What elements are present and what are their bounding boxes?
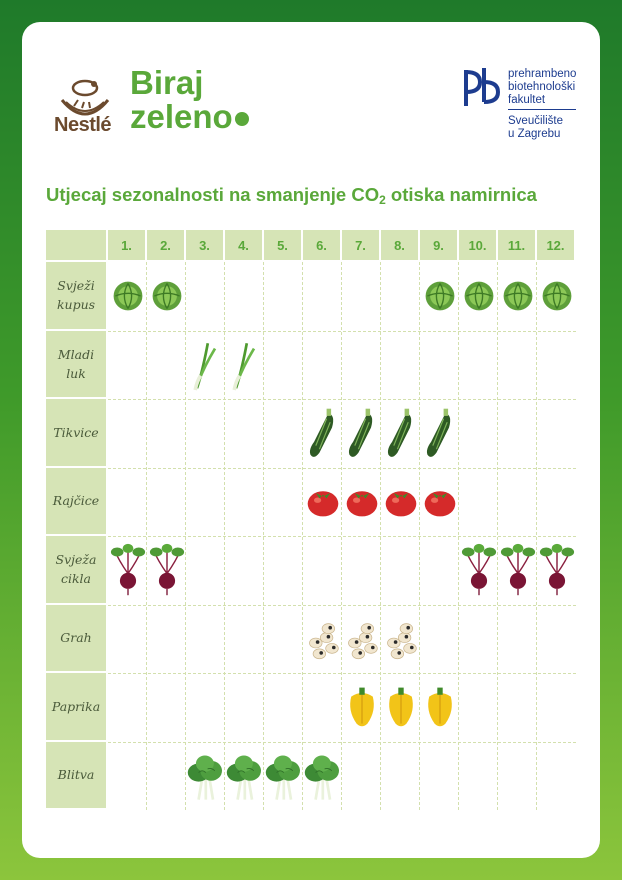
zucchini-icon <box>309 408 333 458</box>
grid-line <box>108 330 576 332</box>
beans-icon <box>347 623 378 660</box>
row-label-line: Mladi <box>57 346 95 362</box>
row-label: Blitva <box>46 741 106 808</box>
cabbage-icon <box>113 281 142 311</box>
beans-icon <box>308 623 339 660</box>
row-label: Mladi luk <box>46 330 106 397</box>
row-label-line: Paprika <box>51 698 101 714</box>
cabbage-icon <box>464 281 493 311</box>
cabbage-icon <box>503 281 532 311</box>
zucchini-icon <box>387 408 411 458</box>
poster-card: Nestlé Biraj zeleno prehrambeno biotehno… <box>22 22 600 858</box>
spring-onion-icon <box>231 342 255 391</box>
row-label: Paprika <box>46 673 106 740</box>
month-header: 11. <box>498 230 535 260</box>
beetroot-icon <box>149 544 184 596</box>
row-label-line: Svježa <box>55 552 97 568</box>
pepper-icon <box>388 687 413 727</box>
beetroot-icon <box>500 544 535 596</box>
row-label-text: Rajčice <box>53 491 99 510</box>
zucchini-icon <box>348 408 372 458</box>
month-header: 9. <box>420 230 457 260</box>
month-header: 2. <box>147 230 184 260</box>
tomato-icon <box>307 490 338 517</box>
cabbage-icon <box>152 281 181 311</box>
beetroot-icon <box>539 544 574 596</box>
row-label-line: Tikvice <box>53 424 99 440</box>
grid-line <box>108 536 576 537</box>
pbf-university-logo-icon <box>464 68 501 106</box>
month-header: 7. <box>342 230 379 260</box>
row-label: Svježa cikla <box>46 536 106 603</box>
row-label-line: Blitva <box>57 767 95 783</box>
grid-line <box>108 467 576 469</box>
month-header: 3. <box>186 230 223 260</box>
row-label-text: Mladi luk <box>58 345 94 383</box>
zucchini-icon <box>426 408 450 458</box>
month-header: 5. <box>264 230 301 260</box>
row-label-line: Rajčice <box>52 493 100 509</box>
month-header: 4. <box>225 230 262 260</box>
row-label-line: cikla <box>60 571 92 587</box>
nestle-wordmark: Nestlé <box>54 114 112 136</box>
row-label-text: Grah <box>60 628 91 647</box>
month-header: 10. <box>459 230 496 260</box>
pepper-icon <box>349 687 374 727</box>
row-label-line: kupus <box>56 297 96 313</box>
spring-onion-icon <box>192 342 216 391</box>
tomato-icon <box>346 490 377 517</box>
row-label-line: Svježi <box>57 278 95 294</box>
chard-icon <box>265 755 300 800</box>
chard-icon <box>226 755 261 800</box>
row-label-text: Svježi kupus <box>57 276 95 314</box>
row-label: Tikvice <box>46 399 106 466</box>
cabbage-icon <box>425 281 454 311</box>
row-label-text: Tikvice <box>53 423 98 442</box>
month-header: 8. <box>381 230 418 260</box>
month-header: 6. <box>303 230 340 260</box>
row-label-line: luk <box>66 365 86 381</box>
row-label-text: Svježa cikla <box>56 550 97 588</box>
grid-line <box>108 399 576 400</box>
row-label: Svježi kupus <box>46 262 106 329</box>
page-title: Utjecaj sezonalnosti na smanjenje CO2 ot… <box>46 184 537 207</box>
month-header: 1. <box>108 230 145 260</box>
grid-line <box>108 673 576 674</box>
leaf-dot-icon <box>234 112 249 126</box>
beetroot-icon <box>461 544 496 596</box>
campaign-title: Biraj zeleno <box>130 66 249 134</box>
nestle-nest-logo-icon <box>60 79 110 116</box>
tomato-icon <box>424 490 455 517</box>
grid-line <box>108 604 576 606</box>
beans-icon <box>386 623 417 660</box>
chard-icon <box>187 755 222 800</box>
row-label-line: Grah <box>60 630 92 646</box>
tomato-icon <box>385 490 416 517</box>
row-label: Rajčice <box>46 467 106 534</box>
row-label: Grah <box>46 604 106 671</box>
chard-icon <box>304 755 339 800</box>
pepper-icon <box>427 687 452 727</box>
seasonality-table: 1. 2. 3. 4. 5. 6. 7. 8. 9. 10. 11. 12. Svježi kupus Ml… <box>46 230 576 810</box>
grid-line <box>108 741 576 743</box>
university-divider <box>508 109 576 110</box>
row-label-text: Blitva <box>58 765 95 784</box>
row-label-text: Paprika <box>52 697 100 716</box>
month-header: 12. <box>537 230 574 260</box>
beetroot-icon <box>110 544 145 596</box>
cabbage-icon <box>542 281 571 311</box>
table-corner <box>46 230 106 260</box>
